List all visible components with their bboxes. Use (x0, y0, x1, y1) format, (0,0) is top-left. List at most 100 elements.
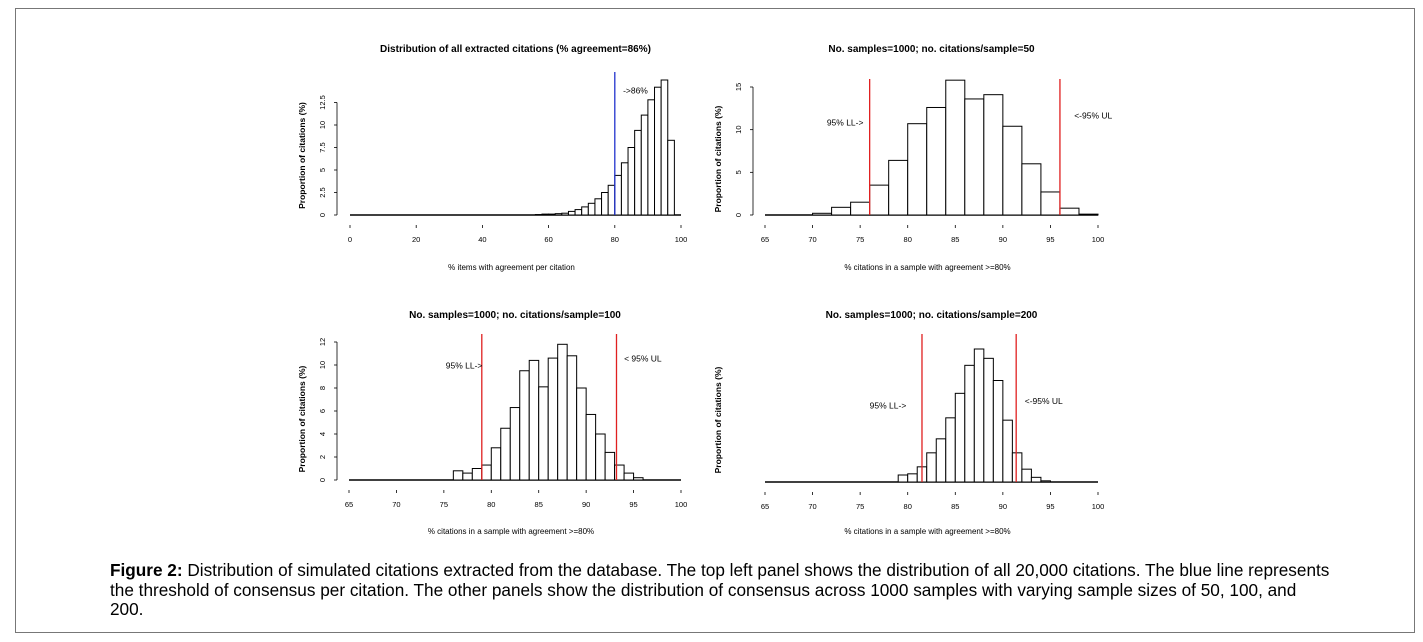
histogram-bar (528, 359, 540, 481)
histogram-bar (964, 364, 975, 483)
y-tick-label: 0 (318, 213, 327, 217)
chart-title: No. samples=1000; no. citations/sample=5… (828, 44, 1035, 55)
chart-annotation: ->86% (623, 86, 648, 96)
x-tick-label: 80 (904, 235, 912, 244)
histogram-bar (945, 79, 966, 216)
x-axis-label: % items with agreement per citation (448, 263, 575, 272)
histogram-bar (850, 201, 871, 216)
histogram-bar (566, 355, 578, 481)
chart-annotation: <-95% UL (1074, 111, 1112, 121)
x-tick-label: 85 (951, 235, 959, 244)
y-tick-label: 15 (734, 83, 743, 91)
x-tick-label: 75 (856, 502, 864, 511)
histogram-bar (1002, 419, 1013, 483)
histogram-bar (614, 174, 622, 216)
histogram-bar (907, 473, 918, 483)
histogram-bar (973, 348, 985, 483)
histogram-bar (634, 129, 642, 216)
histogram-bar (983, 357, 994, 483)
histogram-bar (574, 209, 583, 216)
y-tick-label: 12.5 (318, 95, 327, 110)
x-tick-label: 95 (1046, 235, 1054, 244)
histogram-bar (1030, 476, 1042, 483)
histogram-bar (888, 159, 909, 216)
chart-title: No. samples=1000; no. citations/sample=1… (409, 310, 621, 321)
histogram-bar (548, 213, 556, 216)
x-tick-label: 85 (535, 500, 543, 509)
x-axis-label: % citations in a sample with agreement >… (428, 527, 594, 536)
x-tick-label: 100 (1092, 502, 1105, 511)
histogram-bar (614, 464, 625, 481)
y-tick-label: 10 (734, 125, 743, 133)
histogram-bar (581, 206, 589, 216)
y-tick-label: 5 (734, 170, 743, 174)
histogram-bar (869, 184, 890, 216)
chart-annotation: 95% LL-> (870, 401, 907, 411)
y-axis-label: Proportion of citations (%) (713, 105, 723, 212)
histogram-bar (490, 447, 502, 481)
histogram-bar (509, 407, 521, 481)
histogram-bar (1021, 163, 1042, 216)
histogram-bar (812, 212, 833, 216)
y-tick-label: 4 (318, 432, 327, 436)
histogram-bar (601, 192, 609, 216)
y-tick-label: 12 (318, 338, 327, 346)
histogram-bar (576, 387, 587, 481)
histogram-bar (633, 477, 644, 481)
x-tick-label: 100 (675, 500, 688, 509)
x-tick-label: 75 (856, 235, 864, 244)
x-tick-label: 70 (808, 235, 816, 244)
x-tick-label: 70 (808, 502, 816, 511)
x-tick-label: 0 (348, 235, 352, 244)
histogram-bar (594, 198, 603, 216)
histogram-bar (897, 474, 909, 483)
y-axis-label: Proportion of citations (%) (297, 365, 307, 472)
x-tick-label: 85 (951, 502, 959, 511)
x-tick-label: 80 (904, 502, 912, 511)
histogram-bar (926, 106, 947, 216)
histogram-bar (604, 451, 616, 481)
histogram-bar (831, 206, 852, 216)
x-tick-label: 40 (478, 235, 486, 244)
x-tick-label: 65 (345, 500, 353, 509)
x-tick-label: 60 (544, 235, 552, 244)
chart-panel-sample-200: No. samples=1000; no. citations/sample=2… (713, 298, 1133, 548)
x-tick-label: 70 (392, 500, 400, 509)
histogram-bar (585, 413, 597, 481)
histogram-bar (567, 210, 576, 216)
histogram-bar (541, 213, 550, 216)
chart-panel-sample-100: No. samples=1000; no. citations/sample=1… (297, 298, 717, 548)
caption-text: Distribution of simulated citations extr… (110, 560, 1330, 619)
histogram-bar (587, 202, 596, 216)
y-tick-label: 0 (318, 478, 327, 482)
y-tick-label: 10 (318, 121, 327, 129)
chart-title: Distribution of all extracted citations … (380, 44, 651, 55)
histogram-bar (954, 392, 966, 483)
histogram-bar (660, 79, 669, 216)
histogram-bar (627, 147, 636, 216)
chart-svg: No. samples=1000; no. citations/sample=1… (297, 310, 688, 536)
y-tick-label: 5 (318, 168, 327, 172)
histogram-bar (935, 438, 947, 483)
histogram-bar (620, 162, 629, 216)
histogram-bar (1002, 125, 1023, 216)
chart-annotation: <-95% UL (1025, 396, 1063, 406)
x-tick-label: 90 (999, 502, 1007, 511)
histogram-bar (481, 464, 492, 481)
chart-svg: Distribution of all extracted citations … (297, 44, 687, 272)
histogram-bar (992, 380, 1004, 483)
x-tick-label: 65 (761, 502, 769, 511)
histogram-bar (471, 468, 483, 481)
y-tick-label: 7.5 (318, 142, 327, 152)
histogram-bar (1011, 452, 1023, 483)
histogram-bar (538, 386, 549, 481)
x-tick-label: 90 (999, 235, 1007, 244)
histogram-bar (519, 370, 530, 481)
histogram-bar (500, 427, 511, 481)
y-axis-label: Proportion of citations (%) (297, 102, 307, 209)
figure-frame (15, 8, 1415, 633)
histogram-bar (1021, 468, 1032, 483)
caption-label: Figure 2: (110, 560, 183, 580)
chart-title: No. samples=1000; no. citations/sample=2… (826, 310, 1038, 321)
histogram-bar (964, 98, 985, 216)
